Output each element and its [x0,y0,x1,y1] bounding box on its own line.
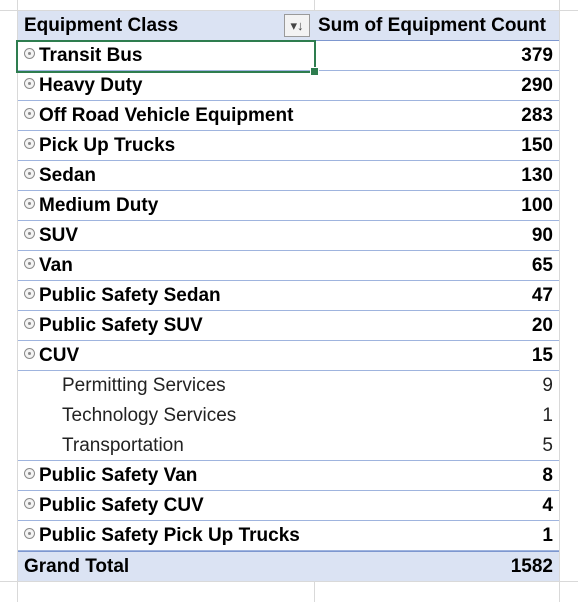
pivot-row[interactable]: Public Safety CUV 4 [18,491,559,521]
row-label: Heavy Duty [24,71,143,101]
expand-collapse-icon[interactable] [24,468,35,479]
pivot-row[interactable]: Public Safety Pick Up Trucks 1 [18,521,559,551]
expand-collapse-icon[interactable] [24,78,35,89]
pivot-header-row: Equipment Class ▾↓ Sum of Equipment Coun… [18,11,559,41]
row-value: 1 [542,525,553,546]
row-label-text: Heavy Duty [39,75,143,96]
row-value: 130 [521,165,553,186]
row-label: Medium Duty [24,191,158,221]
expand-collapse-icon[interactable] [24,258,35,269]
pivot-row[interactable]: Transit Bus 379 [18,41,559,71]
row-label-text: Medium Duty [39,195,159,216]
active-cell-selection[interactable] [16,40,319,76]
pivot-row[interactable]: Van 65 [18,251,559,281]
grid-line [0,10,578,11]
expand-collapse-icon[interactable] [24,138,35,149]
row-label-text: Technology Services [62,405,237,426]
values-header[interactable]: Sum of Equipment Count [318,15,546,36]
pivot-subrow[interactable]: Transportation 5 [18,431,559,461]
row-label: Public Safety Pick Up Trucks [24,521,300,551]
pivot-row[interactable]: Sedan 130 [18,161,559,191]
row-label-text: Transportation [62,435,184,456]
row-label: Public Safety Van [24,461,197,491]
expand-collapse-icon[interactable] [24,228,35,239]
row-value: 20 [531,315,553,336]
row-label: Public Safety CUV [24,491,204,521]
row-value: 150 [521,135,553,156]
expand-collapse-icon[interactable] [24,528,35,539]
grid-line [559,0,560,602]
row-label: Van [24,251,73,281]
sort-filter-icon[interactable]: ▾↓ [284,14,310,37]
row-label-text: Transit Bus [39,45,143,66]
row-label: Permitting Services [62,371,226,401]
row-label-text: CUV [39,345,80,366]
expand-collapse-icon[interactable] [24,288,35,299]
row-value: 90 [531,225,553,246]
row-label-text: Off Road Vehicle Equipment [39,105,294,126]
row-label-text: Public Safety SUV [39,315,203,336]
row-value: 5 [542,435,553,456]
expand-collapse-icon[interactable] [24,168,35,179]
expand-collapse-icon[interactable] [24,348,35,359]
row-label: Public Safety Sedan [24,281,221,311]
row-value: 1 [542,405,553,426]
row-labels-header[interactable]: Equipment Class [24,15,179,36]
pivot-row[interactable]: SUV 90 [18,221,559,251]
row-value: 47 [531,285,553,306]
row-label-text: Public Safety Pick Up Trucks [39,525,300,546]
row-value: 100 [521,195,553,216]
row-label-text: Sedan [39,165,97,186]
pivot-row[interactable]: CUV 15 [18,341,559,371]
row-label: Transportation [62,431,184,461]
grand-total-value: 1582 [510,556,553,577]
row-label: Technology Services [62,401,236,431]
expand-collapse-icon[interactable] [24,318,35,329]
expand-collapse-icon[interactable] [24,108,35,119]
row-value: 290 [521,75,553,96]
pivot-row[interactable]: Medium Duty 100 [18,191,559,221]
row-label: SUV [24,221,78,251]
row-label-text: Public Safety Sedan [39,285,221,306]
row-label: Sedan [24,161,96,191]
expand-collapse-icon[interactable] [24,198,35,209]
expand-collapse-icon[interactable] [24,498,35,509]
pivot-row[interactable]: Heavy Duty 290 [18,71,559,101]
row-value: 15 [531,345,553,366]
row-label-text: Permitting Services [62,375,226,396]
fill-handle[interactable] [310,67,319,76]
pivot-row[interactable]: Pick Up Trucks 150 [18,131,559,161]
pivot-subrow[interactable]: Permitting Services 9 [18,371,559,401]
row-value: 9 [542,375,553,396]
grid-line [17,0,18,602]
row-label: Transit Bus [24,41,142,71]
row-label-text: Van [39,255,73,276]
row-label: Off Road Vehicle Equipment [24,101,293,131]
row-value: 8 [542,465,553,486]
row-label: CUV [24,341,79,371]
pivot-subrow[interactable]: Technology Services 1 [18,401,559,431]
row-label-text: Public Safety Van [39,465,198,486]
row-label-text: SUV [39,225,79,246]
pivot-row[interactable]: Public Safety Van 8 [18,461,559,491]
row-value: 4 [542,495,553,516]
expand-collapse-icon[interactable] [24,48,35,59]
row-value: 283 [521,105,553,126]
grand-total-row[interactable]: Grand Total 1582 [18,551,559,581]
row-label-text: Public Safety CUV [39,495,204,516]
row-label: Public Safety SUV [24,311,203,341]
row-label: Pick Up Trucks [24,131,175,161]
row-label-text: Pick Up Trucks [39,135,176,156]
pivot-row[interactable]: Public Safety Sedan 47 [18,281,559,311]
grid-line [0,581,578,582]
grand-total-label: Grand Total [24,556,130,577]
row-value: 379 [521,45,553,66]
pivot-row[interactable]: Off Road Vehicle Equipment 283 [18,101,559,131]
pivot-body: Transit Bus 379 Heavy Duty 290 Off Road Vehi… [18,41,559,551]
pivot-row[interactable]: Public Safety SUV 20 [18,311,559,341]
row-value: 65 [531,255,553,276]
pivot-table: Equipment Class ▾↓ Sum of Equipment Coun… [16,11,559,581]
